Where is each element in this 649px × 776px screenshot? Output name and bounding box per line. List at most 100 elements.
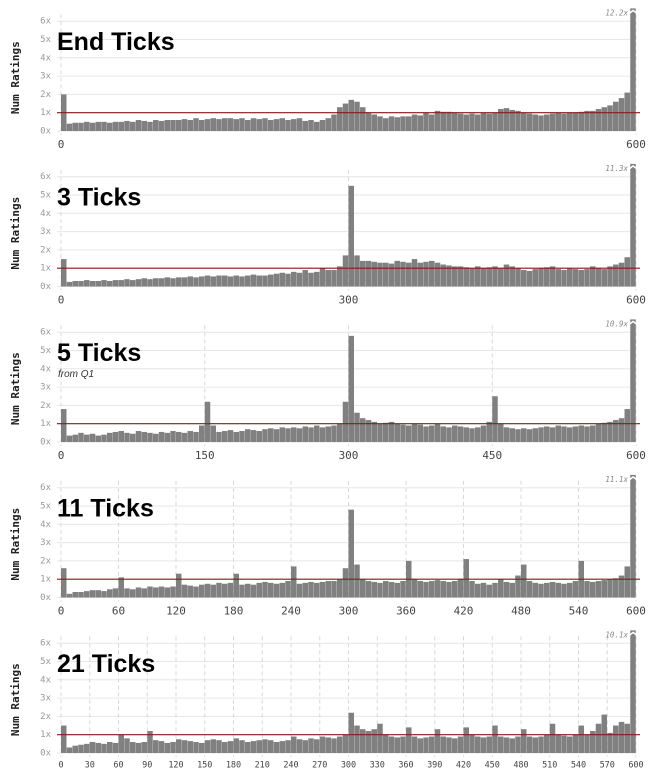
bar [239,584,245,598]
bar [227,430,234,442]
y-tick-label: 2x [40,712,51,722]
bar [61,409,67,442]
bar [176,120,182,131]
bar [291,271,297,287]
bar [78,281,84,287]
bar [526,270,533,287]
y-tick-label: 6x [40,17,51,27]
x-tick-label: 510 [542,761,557,771]
bar [181,584,188,598]
bar [319,427,326,442]
bar [383,581,389,598]
bar [308,581,314,598]
bar [95,590,101,598]
bar [492,725,498,753]
bar [273,429,280,442]
bar [273,583,280,598]
bar [532,114,538,131]
y-tick-label: 3x [40,383,51,393]
bar [291,566,297,598]
bar [400,424,406,442]
bar [181,277,188,287]
y-tick-label: 4x [40,675,51,685]
bar [365,731,372,753]
y-tick-label: 1x [40,575,51,585]
bar [296,428,303,442]
bar [452,581,458,598]
bar [101,280,107,287]
bar [181,740,188,753]
x-tick-label: 60 [112,605,125,618]
bar [469,113,475,131]
bar [331,114,337,131]
bar [515,429,521,442]
bar [302,270,308,287]
bar [256,119,262,131]
panel: 0x 1x 2x 3x 4x 5x 6x 0 60 120 180 240 300 360 420 480 54… [9,474,646,618]
bar [457,426,464,442]
bar [61,259,67,287]
bar [314,121,320,131]
bar [549,266,556,287]
bar [492,266,498,287]
bar [544,267,550,287]
y-tick-label: 4x [40,53,51,63]
bar [279,118,285,131]
bar [400,261,406,287]
bar [503,264,510,287]
bar [66,435,73,442]
y-tick-label: 3x [40,694,51,704]
y-tick-label: 4x [40,520,51,530]
bar [268,740,274,753]
bar [406,425,412,442]
bar [624,566,630,598]
bar [141,431,147,442]
y-tick-label: 5x [40,657,51,667]
bar [503,737,510,753]
bar [187,431,193,442]
peak-label: 10.9x [605,319,628,328]
bar [135,742,142,753]
y-tick-label: 0x [40,282,51,292]
bar [377,262,383,287]
bar [469,581,475,598]
bar [118,280,124,287]
bar [164,587,170,598]
bar [607,105,613,131]
bar [521,270,527,287]
bar [595,109,602,131]
bar [584,269,590,287]
bar [411,114,418,131]
bar [417,115,423,131]
bar [354,412,360,442]
bar [572,581,579,598]
bar [193,742,199,753]
bar [503,581,510,598]
y-axis-label: Num Ratings [9,41,22,114]
bar [400,581,406,598]
x-tick-label: 150 [197,761,212,771]
bar [429,425,435,442]
bar [135,587,142,598]
bar [296,118,303,131]
bar [72,122,78,131]
bar [239,118,245,131]
bar [250,584,257,598]
bar [233,275,239,287]
bar [457,736,464,753]
bar [147,279,153,287]
bar [158,120,165,131]
bar [521,729,527,753]
bar [360,729,366,753]
bar [187,585,193,598]
x-tick-label: 600 [626,138,646,151]
x-tick-label: 300 [339,294,359,307]
bar [302,740,308,753]
bar [153,120,159,131]
bar [532,582,538,598]
bar [84,743,90,753]
x-tick-label: 180 [226,761,241,771]
bar [572,112,579,131]
bar [607,421,613,442]
clip-marker [628,475,638,481]
